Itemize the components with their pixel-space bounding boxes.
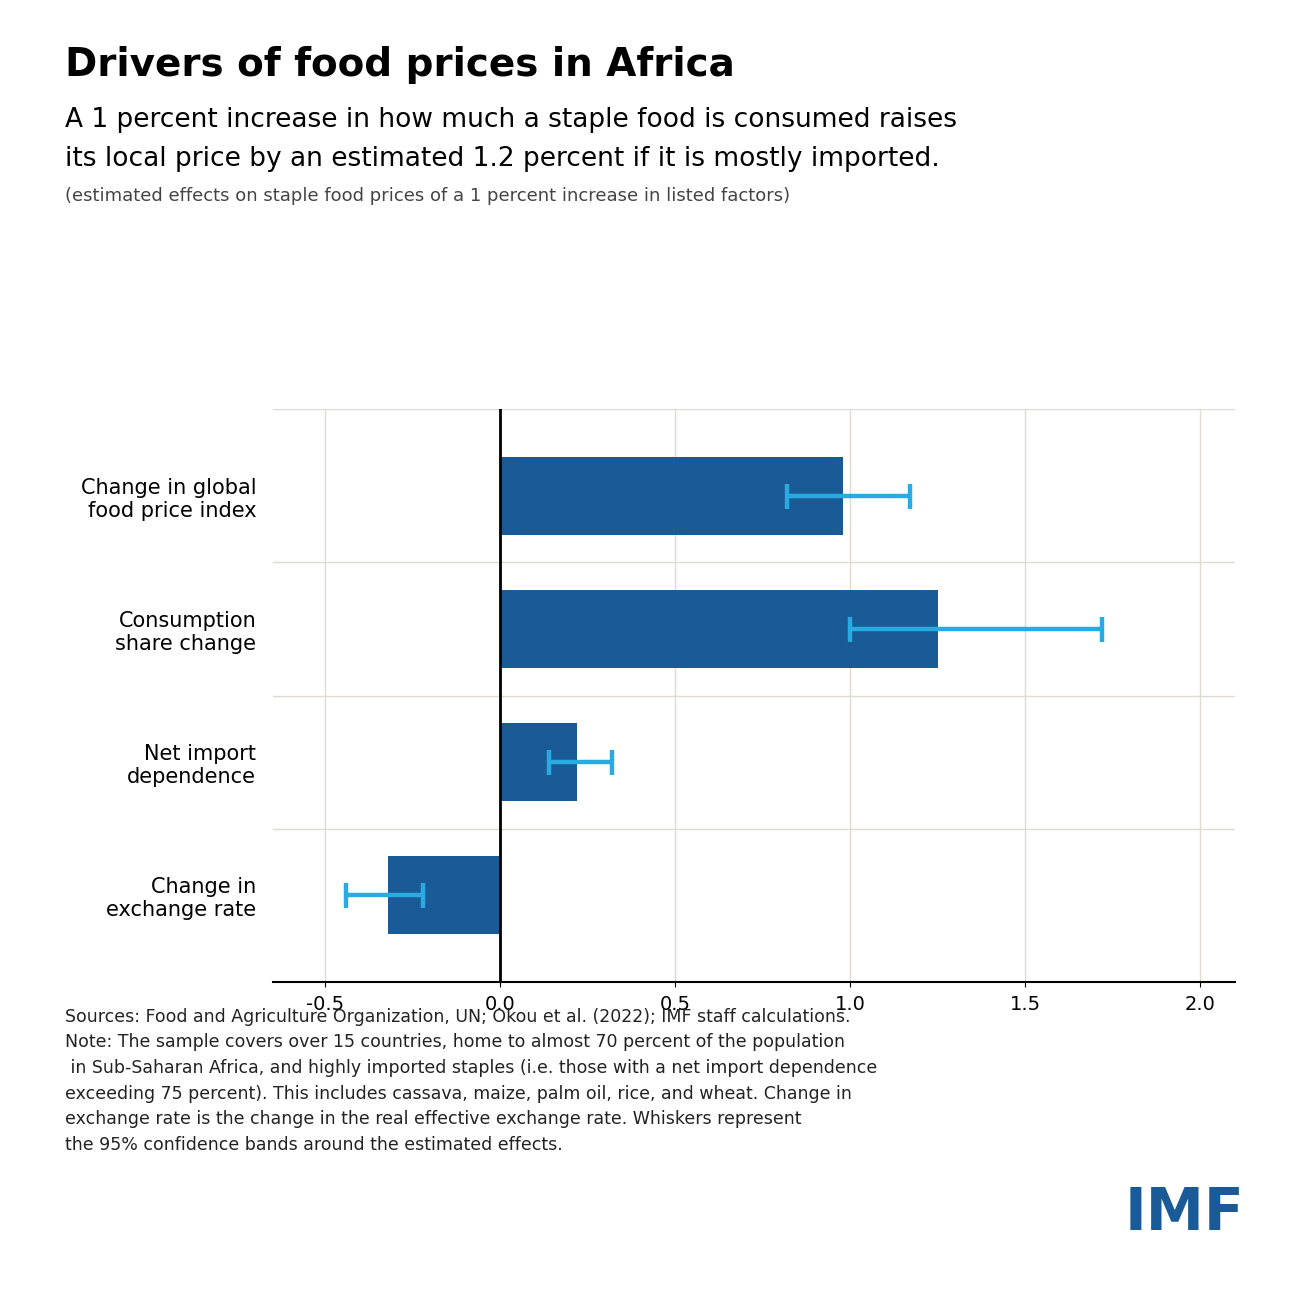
Text: Drivers of food prices in Africa: Drivers of food prices in Africa <box>65 46 734 83</box>
Text: IMF: IMF <box>1124 1184 1244 1241</box>
Bar <box>500 723 577 801</box>
Text: A 1 percent increase in how much a staple food is consumed raises: A 1 percent increase in how much a stapl… <box>65 107 957 133</box>
Bar <box>500 590 937 668</box>
Text: Sources: Food and Agriculture Organization, UN; Okou et al. (2022); IMF staff ca: Sources: Food and Agriculture Organizati… <box>65 1008 878 1154</box>
Text: its local price by an estimated 1.2 percent if it is mostly imported.: its local price by an estimated 1.2 perc… <box>65 146 940 172</box>
Bar <box>500 458 844 534</box>
Text: (estimated effects on staple food prices of a 1 percent increase in listed facto: (estimated effects on staple food prices… <box>65 187 790 205</box>
Bar <box>389 857 500 933</box>
